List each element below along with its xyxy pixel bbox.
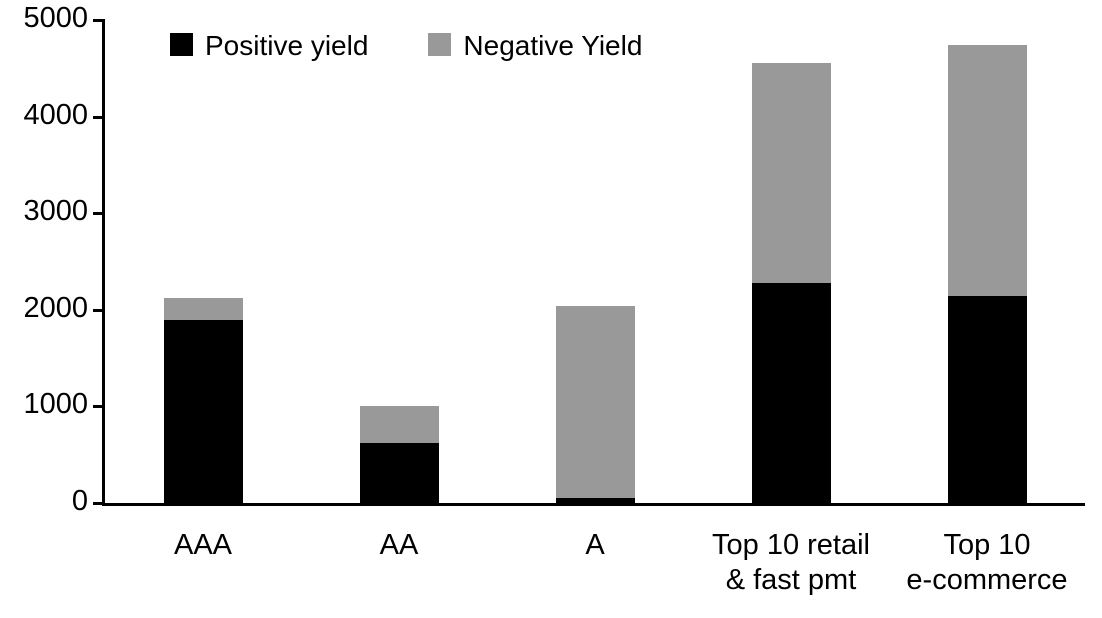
x-axis-category-label: A <box>497 528 693 563</box>
y-axis-tick-label: 5000 <box>23 2 88 35</box>
legend-item-label: Negative Yield <box>463 30 643 61</box>
x-axis-category-label-line: A <box>585 529 605 561</box>
x-axis-category-label: AA <box>301 528 497 563</box>
bar-segment-positive-yield <box>555 498 635 503</box>
x-axis-category-label: AAA <box>105 528 301 563</box>
bar-segment-positive-yield <box>163 320 243 503</box>
x-axis-category-label-line: Top 10 retail <box>712 529 870 561</box>
x-axis-category-label-line: AA <box>379 529 419 561</box>
x-axis-category-label: Top 10 e-commerce <box>889 528 1085 598</box>
x-axis-line <box>102 503 1085 506</box>
bar-segment-negative-yield <box>555 306 635 499</box>
legend-marker-swatch <box>428 33 452 56</box>
bar-segment-negative-yield <box>359 406 439 444</box>
x-axis-category-label-line: Top 10 <box>943 529 1031 561</box>
legend-marker-swatch <box>170 33 193 56</box>
y-axis-tick-label: 0 <box>71 485 88 518</box>
x-axis-category-label-line: e-commerce <box>906 564 1068 596</box>
bar-segment-positive-yield <box>359 443 439 503</box>
y-axis-line <box>102 20 105 506</box>
y-axis-tick-label: 4000 <box>23 98 88 131</box>
bar-segment-negative-yield <box>163 298 243 321</box>
y-axis-tick-mark <box>93 212 105 216</box>
y-axis-tick-mark <box>93 405 105 409</box>
y-axis-tick-mark <box>93 115 105 119</box>
legend-item-label: Positive yield <box>205 30 369 61</box>
y-axis-tick-mark <box>93 502 105 505</box>
y-axis-tick-mark <box>93 19 105 22</box>
x-axis-category-label-line: & fast pmt <box>725 564 857 596</box>
bar-segment-negative-yield <box>947 45 1027 297</box>
bar-segment-negative-yield <box>751 63 831 283</box>
chart-legend: Positive yield Negative Yield <box>170 30 642 62</box>
legend-item: Positive yield <box>170 30 368 62</box>
y-axis-tick-label: 1000 <box>23 388 88 421</box>
bar-segment-positive-yield <box>947 296 1027 503</box>
bar-segment-positive-yield <box>751 282 831 503</box>
x-axis-category-label-line: AAA <box>173 529 233 561</box>
y-axis-tick-mark <box>93 308 105 312</box>
legend-item: Negative Yield <box>428 30 642 62</box>
x-axis-category-label: Top 10 retail & fast pmt <box>693 528 889 598</box>
y-axis-tick-label: 3000 <box>23 195 88 228</box>
y-axis-tick-label: 2000 <box>23 291 88 324</box>
